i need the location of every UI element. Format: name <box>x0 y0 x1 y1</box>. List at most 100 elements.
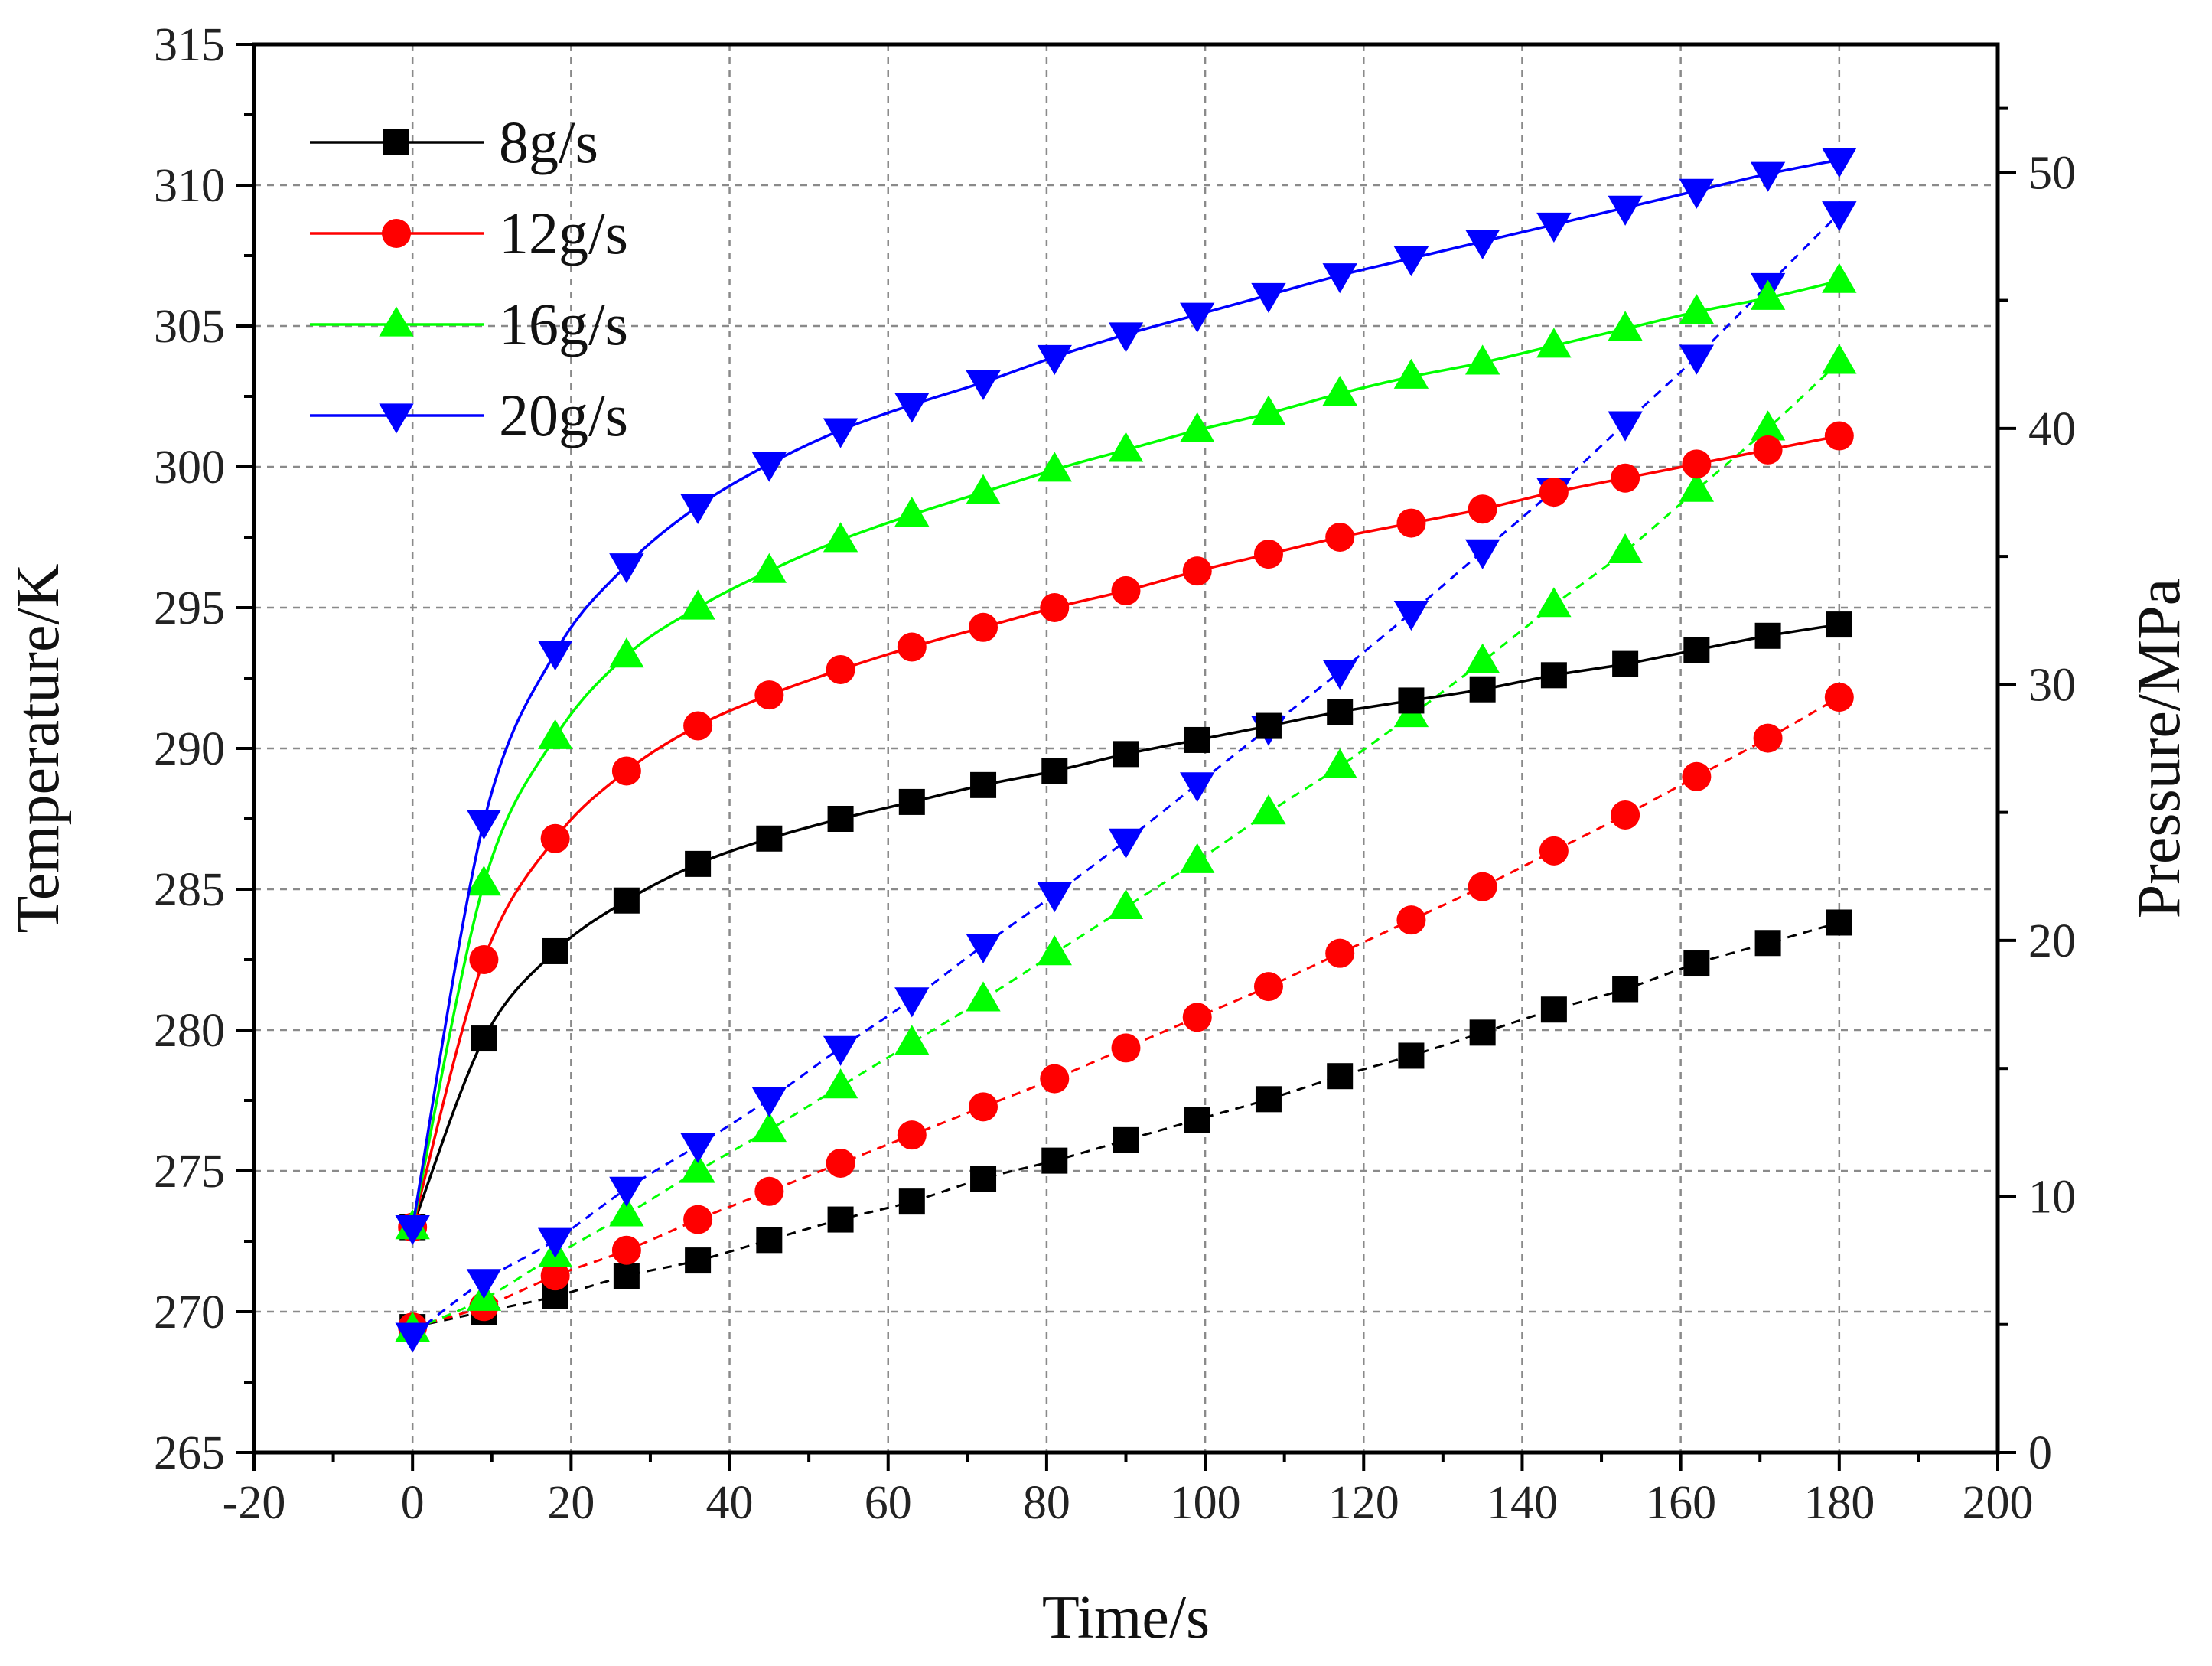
data-point <box>1536 212 1572 243</box>
data-point <box>1037 935 1072 966</box>
y-tick-label: 305 <box>154 301 225 353</box>
x-tick-label: 120 <box>1328 1477 1399 1529</box>
legend: 8g/s 12g/s 16g/s 20g/s <box>310 109 628 448</box>
data-point <box>1393 246 1429 277</box>
data-point <box>1322 375 1357 406</box>
data-point <box>1184 726 1210 753</box>
data-point <box>609 1196 644 1227</box>
data-point <box>1393 358 1429 389</box>
data-point <box>1753 723 1783 753</box>
x-tick-label: 80 <box>1023 1477 1070 1529</box>
series-20g-s <box>395 148 1857 1246</box>
series-16g-s <box>395 262 1857 1240</box>
y-tick-label: 275 <box>154 1146 225 1198</box>
data-point <box>609 637 644 668</box>
data-point <box>1539 478 1569 507</box>
data-point <box>1255 1086 1282 1113</box>
data-point <box>1754 930 1781 957</box>
legend-entry: 12g/s <box>310 200 628 266</box>
data-point <box>970 771 997 798</box>
data-point <box>823 1068 858 1099</box>
legend-marker <box>379 306 414 337</box>
data-point <box>823 418 858 448</box>
data-point <box>1824 421 1854 451</box>
data-point <box>1750 410 1786 441</box>
data-point <box>1398 1042 1425 1069</box>
data-point <box>542 937 568 964</box>
y-tick-label: 315 <box>154 19 225 71</box>
data-point <box>1322 748 1357 779</box>
data-point <box>1822 148 1857 178</box>
data-point <box>1393 601 1429 631</box>
data-point <box>756 1227 783 1254</box>
legend-entry: 20g/s <box>310 382 628 448</box>
data-point <box>823 522 858 553</box>
data-point <box>395 1214 430 1246</box>
data-point <box>1327 1063 1354 1090</box>
data-point <box>613 1263 640 1289</box>
data-point <box>1469 1019 1496 1046</box>
data-point <box>751 1112 787 1143</box>
y2-tick-label: 40 <box>2028 403 2076 455</box>
data-point <box>827 806 854 832</box>
data-point <box>1683 637 1710 663</box>
x-tick-label: 20 <box>547 1477 595 1529</box>
data-point <box>1108 432 1144 462</box>
data-point <box>1040 1064 1070 1094</box>
data-point <box>1180 772 1215 803</box>
data-point <box>1108 888 1144 920</box>
data-point <box>751 452 787 482</box>
y2-tick-label: 20 <box>2028 915 2076 967</box>
data-point <box>1822 201 1857 232</box>
data-point <box>685 1247 712 1274</box>
data-point <box>754 1176 784 1206</box>
data-point <box>1611 800 1640 830</box>
data-point <box>683 711 713 741</box>
series-line <box>412 696 1840 1329</box>
data-point <box>1180 302 1215 333</box>
data-point <box>1111 1033 1141 1063</box>
data-point <box>680 1133 715 1164</box>
data-point <box>1180 843 1215 873</box>
series-12g-s-pressure <box>398 683 1854 1342</box>
data-point <box>1679 178 1715 209</box>
data-point <box>751 1087 787 1117</box>
y-tick-label: 285 <box>154 864 225 916</box>
series-line <box>412 921 1840 1329</box>
data-point <box>1679 344 1715 375</box>
data-point <box>1750 161 1786 192</box>
x-tick-label: 160 <box>1645 1477 1716 1529</box>
legend-label: 20g/s <box>499 382 628 448</box>
data-point <box>1396 905 1426 935</box>
legend-entry: 16g/s <box>310 291 628 357</box>
data-point <box>1612 650 1639 677</box>
y2-tick-label: 30 <box>2028 659 2076 711</box>
data-point <box>1682 449 1712 479</box>
data-point <box>1679 471 1715 502</box>
x-axis-title: Time/s <box>1042 1584 1210 1651</box>
data-point <box>1826 909 1852 936</box>
data-point <box>1040 593 1070 622</box>
data-point <box>1325 938 1355 968</box>
series-16g-s-pressure <box>395 344 1857 1342</box>
x-tick-label: 200 <box>1963 1477 2034 1529</box>
data-point <box>1754 622 1781 649</box>
data-point <box>1251 395 1286 425</box>
data-point <box>1822 344 1857 374</box>
data-point <box>754 680 784 710</box>
data-point <box>1464 539 1500 569</box>
data-point <box>537 1227 573 1258</box>
data-point <box>680 589 715 620</box>
data-point <box>1540 662 1567 689</box>
y-axis-title: Temperature/K <box>5 563 72 933</box>
data-point <box>1037 452 1072 482</box>
data-point <box>1037 344 1072 375</box>
data-point <box>1253 540 1283 569</box>
data-point <box>471 1025 497 1052</box>
data-point <box>1469 676 1496 703</box>
y-tick-label: 290 <box>154 723 225 775</box>
data-point <box>466 810 502 840</box>
data-point <box>1322 659 1357 690</box>
data-point <box>966 474 1001 504</box>
